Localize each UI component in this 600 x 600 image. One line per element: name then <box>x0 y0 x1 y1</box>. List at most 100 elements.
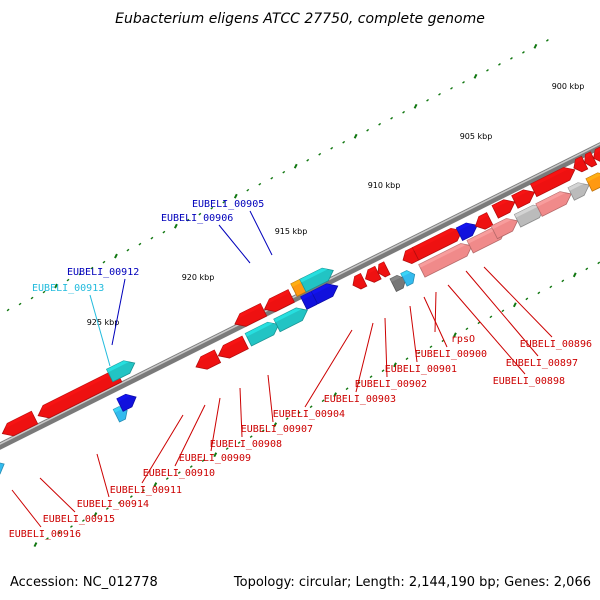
leader-line <box>11 489 42 528</box>
gene-body <box>411 227 463 261</box>
scale-tick <box>258 182 262 186</box>
leader-line <box>141 414 184 484</box>
scale-tick <box>333 392 337 398</box>
gene-arrow <box>491 199 516 219</box>
scale-tick <box>90 266 94 270</box>
scale-tick <box>246 188 250 192</box>
gene-label-eubeli_00915: EUBELI_00915 <box>43 514 115 525</box>
scale-tick <box>405 357 409 361</box>
gene-arrow <box>377 261 391 278</box>
leader-line <box>355 322 374 393</box>
scale-tick <box>429 345 433 349</box>
gene-label-eubeli_00902: EUBELI_00902 <box>355 379 427 390</box>
gene-label-eubeli_00907: EUBELI_00907 <box>241 424 313 435</box>
scale-tick <box>369 375 373 379</box>
gene-arrow <box>400 270 416 287</box>
gene-arrow <box>511 189 536 209</box>
leader-line <box>218 224 251 264</box>
scale-tick <box>533 43 538 49</box>
scale-tick <box>189 465 193 468</box>
scale-tick <box>501 309 505 313</box>
scale-tick <box>309 405 313 409</box>
scale-tick <box>462 80 465 84</box>
gene-arrow <box>116 393 137 412</box>
gene-arrow <box>418 243 473 278</box>
gene-shine <box>245 322 274 337</box>
gene-label-eubeli_00901: EUBELI_00901 <box>385 364 457 375</box>
gene-arrow <box>573 155 589 173</box>
scale-tick <box>498 62 501 66</box>
gene-shine <box>390 275 402 283</box>
label-leaders <box>11 210 553 528</box>
gene-arrow <box>365 265 382 283</box>
scale-tick <box>345 387 349 391</box>
gene-arrow <box>106 360 136 383</box>
gene-arrow <box>474 212 494 230</box>
gene-arrow <box>352 273 368 290</box>
scale-tick <box>381 369 385 373</box>
scale-tick <box>233 193 238 199</box>
gene-shine <box>491 218 512 230</box>
gene-body <box>37 368 123 419</box>
gene-body <box>217 335 249 359</box>
scale-tick <box>426 98 429 102</box>
gene-arrow <box>244 321 280 347</box>
scale-tick <box>402 110 406 114</box>
leader-line <box>384 317 388 378</box>
gene-shine <box>456 223 472 232</box>
gene-shine <box>113 406 124 413</box>
scale-label: 900 kbp <box>552 82 585 91</box>
leader-line <box>249 210 273 256</box>
leader-line <box>409 305 418 363</box>
genome-summary-text: Topology: circular; Length: 2,144,190 bp… <box>233 575 591 590</box>
gene-shine <box>535 191 566 207</box>
scale-tick <box>390 116 394 120</box>
leader-line <box>96 453 110 498</box>
gene-shine <box>106 360 130 373</box>
map-title: Eubacterium eligens ATCC 27750, complete… <box>115 11 485 27</box>
scale-tick <box>42 290 46 294</box>
gene-shine <box>404 247 415 256</box>
gene-shine <box>477 212 489 222</box>
scale-tick <box>545 39 549 42</box>
gene-shine <box>418 243 467 268</box>
leader-line <box>39 477 76 513</box>
gene-shine <box>568 182 584 191</box>
scale-tick <box>297 411 301 415</box>
gene-track <box>0 146 600 479</box>
scale-tick <box>330 146 334 150</box>
scale-labels: 900 kbp 905 kbp 910 kbp 915 kbp 920 kbp 925 k… <box>87 82 585 327</box>
gene-arrow <box>273 307 308 333</box>
scale-tick <box>105 507 109 510</box>
scale-tick <box>78 272 82 276</box>
gene-label-eubeli_00910: EUBELI_00910 <box>143 468 215 479</box>
gene-shine <box>311 283 333 295</box>
scale-label: 915 kbp <box>275 227 308 236</box>
gene-arrow <box>0 460 5 479</box>
scale-tick <box>270 176 274 180</box>
gene-shine <box>400 270 411 277</box>
scale-tick <box>522 51 525 54</box>
gene-label-eubeli_00905: EUBELI_00905 <box>192 199 264 210</box>
scale-tick <box>18 302 22 306</box>
scale-tick <box>510 57 513 60</box>
gene-arrow <box>1 410 39 437</box>
gene-label-eubeli_00913: EUBELI_00913 <box>32 283 104 294</box>
gene-shine <box>4 411 33 429</box>
scale-tick <box>102 260 106 264</box>
leader-line <box>210 397 221 452</box>
scale-tick <box>81 519 85 522</box>
scale-tick <box>69 525 73 528</box>
gene-label-eubeli_00908: EUBELI_00908 <box>210 439 282 450</box>
leader-line <box>423 296 448 348</box>
gene-arrow <box>299 267 334 293</box>
gene-shine <box>412 228 457 251</box>
scale-label: 910 kbp <box>368 181 401 190</box>
gene-shine <box>273 307 302 323</box>
scale-tick <box>165 477 169 480</box>
leader-line <box>434 291 437 333</box>
scale-tick <box>210 206 214 210</box>
scale-tick <box>186 218 190 222</box>
scale-tick <box>249 435 253 439</box>
